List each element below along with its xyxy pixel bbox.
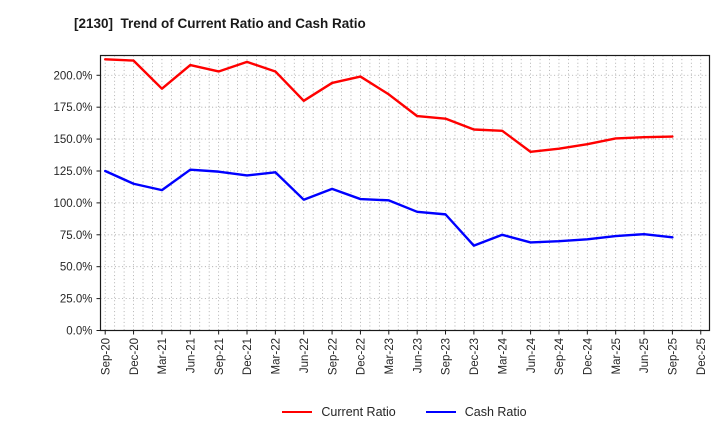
series-line-current-ratio: [103, 58, 674, 154]
x-tick-label: Dec-24: [583, 337, 595, 375]
x-tick-label: Sep-21: [214, 338, 226, 375]
x-tick-label: Mar-23: [384, 338, 396, 374]
legend-swatch-cash-ratio: [425, 411, 456, 413]
legend-item-cash-ratio: Cash Ratio: [425, 405, 527, 419]
x-tick-label: Dec-21: [242, 338, 254, 375]
y-tick-label: 100.0%: [53, 198, 92, 210]
x-tick-label: Jun-25: [639, 338, 651, 373]
x-tick-label: Sep-22: [327, 338, 339, 375]
y-tick-label: 0.0%: [66, 326, 92, 338]
x-tick-label: Jun-22: [299, 338, 311, 373]
x-tick-label: Mar-22: [271, 338, 283, 374]
x-tick-label: Dec-23: [469, 338, 481, 375]
x-tick-label: Sep-20: [100, 338, 112, 375]
x-tick-label: Mar-24: [497, 337, 509, 374]
y-tick-label: 50.0%: [60, 262, 93, 274]
series-line-cash-ratio: [103, 168, 674, 247]
x-tick-label: Sep-23: [441, 338, 453, 375]
x-tick-label: Sep-25: [668, 338, 680, 375]
legend: Current Ratio Cash Ratio: [100, 405, 709, 419]
legend-label-cash-ratio: Cash Ratio: [464, 405, 527, 419]
y-tick-label: 25.0%: [60, 294, 93, 306]
axis-frame: [99, 54, 711, 332]
legend-label-current-ratio: Current Ratio: [321, 405, 396, 419]
chart-title: [2130] Trend of Current Ratio and Cash R…: [74, 16, 366, 31]
y-tick-label: 200.0%: [53, 70, 92, 82]
y-tick-label: 150.0%: [53, 134, 92, 146]
legend-swatch-current-ratio: [282, 411, 313, 413]
x-tick-label: Mar-21: [157, 338, 169, 374]
x-tick-label: Dec-25: [696, 338, 708, 375]
x-tick-label: Jun-24: [526, 337, 538, 373]
x-tick-label: Dec-20: [129, 338, 141, 375]
x-tick-label: Dec-22: [356, 338, 368, 375]
x-tick-label: Sep-24: [554, 337, 566, 375]
x-tick-label: Jun-23: [412, 338, 424, 373]
y-tick-label: 75.0%: [60, 230, 93, 242]
x-tick-label: Mar-25: [611, 338, 623, 374]
y-tick-label: 125.0%: [53, 166, 92, 178]
y-tick-label: 175.0%: [53, 102, 92, 114]
legend-item-current-ratio: Current Ratio: [282, 405, 396, 419]
x-tick-label: Jun-21: [185, 338, 197, 373]
